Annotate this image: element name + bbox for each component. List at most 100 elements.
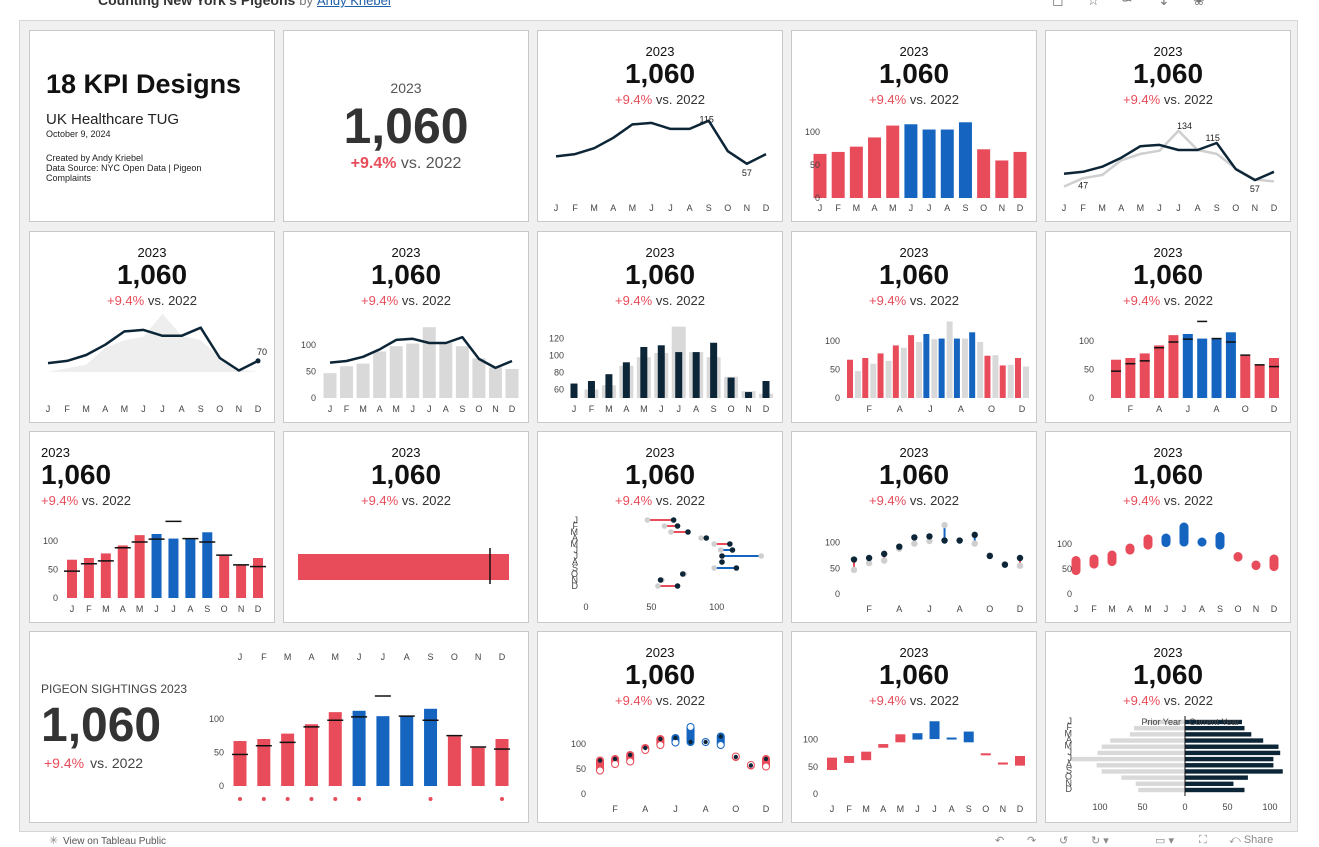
x-tick-label: A (880, 804, 886, 814)
bar-2023 (1168, 335, 1179, 398)
x-tick-label: A (958, 404, 964, 414)
kpi-card-big-number[interactable]: 2023 1,060 +9.4% vs. 2022 (283, 30, 529, 222)
dumbbell-2023-dot (729, 547, 736, 553)
x-tick-label: J (668, 203, 673, 213)
bar-current-year (1185, 763, 1274, 768)
redo-icon[interactable]: ↷ (1027, 835, 1037, 847)
y-tick-label: 80 (554, 368, 564, 378)
revert-icon[interactable]: ↺ (1059, 835, 1069, 847)
kpi-card-butterfly[interactable]: 2023 1,060 +9.4% vs. 2022 J F M A M J J A S O N D Prior… (1045, 631, 1291, 823)
copy-icon[interactable]: ◻ (1052, 0, 1064, 8)
kpi-card-line-over-bars[interactable]: 2023 1,060 +9.4% vs. 2022 0 50 100 J F M A M J J A S O N… (283, 231, 529, 423)
kpi-card-bar-in-bar[interactable]: 2023 1,060 +9.4% vs. 2022 60 80 100 120 J F M A M J J… (537, 231, 783, 423)
x-tick-label: A (944, 203, 950, 213)
kpi-change-pct: +9.4% (614, 92, 653, 107)
x-tick-label: J (830, 804, 835, 814)
kpi-change-pct: +9.4% (868, 493, 907, 508)
bar-prior (1007, 364, 1014, 398)
kpi-card-paired-bars[interactable]: 2023 1,060 +9.4% vs. 2022 0 50 100 F A J A O D (791, 231, 1037, 423)
x-tick-label: M (1144, 604, 1152, 614)
by-label: by (299, 0, 314, 8)
kpi-card-line[interactable]: 2023 1,060 +9.4% vs. 2022 115 57 J F M A M J J A S O N D (537, 30, 783, 222)
award-icon[interactable]: ❀ (1193, 0, 1205, 8)
legend-current-year: Current Year (1189, 717, 1240, 727)
bar-2023 (304, 724, 318, 786)
kpi-card-bar-with-target-narrow[interactable]: 2023 1,060 +9.4% vs. 2022 0 50 100 F A J A O D (1045, 231, 1291, 423)
author-link[interactable]: Andy Kriebel (317, 0, 391, 8)
download-icon[interactable]: ↧ (1158, 0, 1170, 8)
x-tick-label: J (909, 203, 914, 213)
x-tick-label: A (120, 604, 126, 614)
device-preview-icon[interactable]: ▭ ▾ (1155, 835, 1174, 847)
kpi-year: 2023 (1153, 44, 1183, 59)
kpi-card-bar[interactable]: 2023 1,060 +9.4% vs. 2022 0 50 100 J F M A M J J A S O N… (791, 30, 1037, 222)
increase-dot (333, 797, 338, 801)
x-tick-label: D (1271, 203, 1278, 213)
annotation-peak: 115 (700, 115, 714, 125)
chart-svg: 0 50 100 F A J A O D (825, 321, 1029, 414)
bar-prior (340, 366, 354, 398)
x-tick-label: J (673, 804, 678, 814)
kpi-card-bar-with-target[interactable]: 2023 1,060 +9.4% vs. 2022 0 50 100 J F M A M J J A S O N… (29, 431, 275, 623)
x-tick-label: N (744, 203, 751, 213)
bar (886, 125, 900, 198)
y-tick-label: S (1066, 765, 1072, 775)
bar (940, 129, 954, 198)
bar-2023 (219, 555, 230, 598)
variance-bar (912, 733, 923, 740)
fullscreen-icon[interactable]: ⛶ (1199, 834, 1207, 846)
kpi-card-circle-pairs[interactable]: 2023 1,060 +9.4% vs. 2022 0 50 100 F A J A O D (537, 631, 783, 823)
bar-2023 (877, 353, 884, 398)
kpi-card-dumbbell-horizontal[interactable]: 2023 1,060 +9.4% vs. 2022 J F M A M J J A S O N D 0 50 10… (537, 431, 783, 623)
kpi-card-line-area[interactable]: 2023 1,060 +9.4% vs. 2022 70 J F M A M J J A S O N D (29, 231, 275, 423)
x-tick-label: A (687, 203, 693, 213)
kpi-change: +9.4% vs. 2022 (1046, 293, 1290, 308)
dot-prior (717, 742, 724, 749)
x-tick-label: A (377, 404, 383, 414)
kpi-card-dot-plot[interactable]: 2023 1,060 +9.4% vs. 2022 0 50 100 F A J A O D (791, 431, 1037, 623)
bar-2023 (134, 535, 145, 598)
x-tick-label: 100 (1092, 802, 1107, 812)
x-tick-label: S (711, 404, 717, 414)
kpi-year: 2023 (391, 245, 421, 260)
y-tick-label: N (572, 575, 579, 585)
view-on-tableau-link[interactable]: View on Tableau Public (63, 836, 167, 847)
x-tick-label: S (428, 652, 434, 662)
y-tick-label: M (571, 527, 579, 537)
refresh-icon[interactable]: ↻ ▾ (1091, 835, 1109, 847)
x-tick-label: A (897, 404, 903, 414)
x-tick-label: D (1019, 404, 1026, 414)
kpi-card-bullet[interactable]: 2023 1,060 +9.4% vs. 2022 (283, 431, 529, 623)
variance-bar (980, 753, 991, 756)
dot-prior (911, 540, 918, 547)
kpi-card-line-vs-prior[interactable]: 2023 1,060 +9.4% vs. 2022 47 134 115 57 J F M A M J J… (1045, 30, 1291, 222)
kpi-vs-label: vs. 2022 (400, 155, 462, 172)
x-tick-label: F (64, 404, 70, 414)
dot-prior (850, 566, 858, 574)
kpi-panel-card[interactable]: PIGEON SIGHTINGS 2023 1,060 +9.4% vs. 2022 0… (29, 631, 529, 823)
share-icon[interactable]: ⤺ Share (1229, 834, 1274, 846)
y-tick-label: M (571, 539, 579, 549)
increase-dot (428, 797, 433, 801)
kpi-card-variance-steps[interactable]: 2023 1,060 +9.4% vs. 2022 0 50 100 J F M A M J J A S O N… (791, 631, 1037, 823)
x-tick-label: S (459, 404, 465, 414)
share-network-icon[interactable]: ∽ (1121, 0, 1133, 8)
x-tick-label: O (982, 804, 989, 814)
kpi-value: 1,060 (1132, 58, 1204, 89)
bar-2023 (1254, 365, 1265, 398)
bar-2023 (117, 545, 128, 598)
y-tick-label: 100 (209, 714, 224, 724)
y-tick-label: 50 (48, 564, 58, 574)
chart-svg: 0 50 100 F A J A O D (825, 521, 1024, 614)
kpi-year: 2023 (645, 44, 675, 59)
x-tick-label: N (475, 652, 482, 662)
tableau-logo-icon: ✳ (49, 835, 59, 847)
x-tick-label: F (86, 604, 92, 614)
kpi-card-capsule[interactable]: 2023 1,060 +9.4% vs. 2022 0 50 100 J F M A M J J A S O N… (1045, 431, 1291, 623)
x-tick-label: N (999, 203, 1006, 213)
bar-2023 (424, 708, 438, 786)
undo-icon[interactable]: ↶ (995, 835, 1005, 847)
star-icon[interactable]: ☆ (1087, 0, 1100, 8)
